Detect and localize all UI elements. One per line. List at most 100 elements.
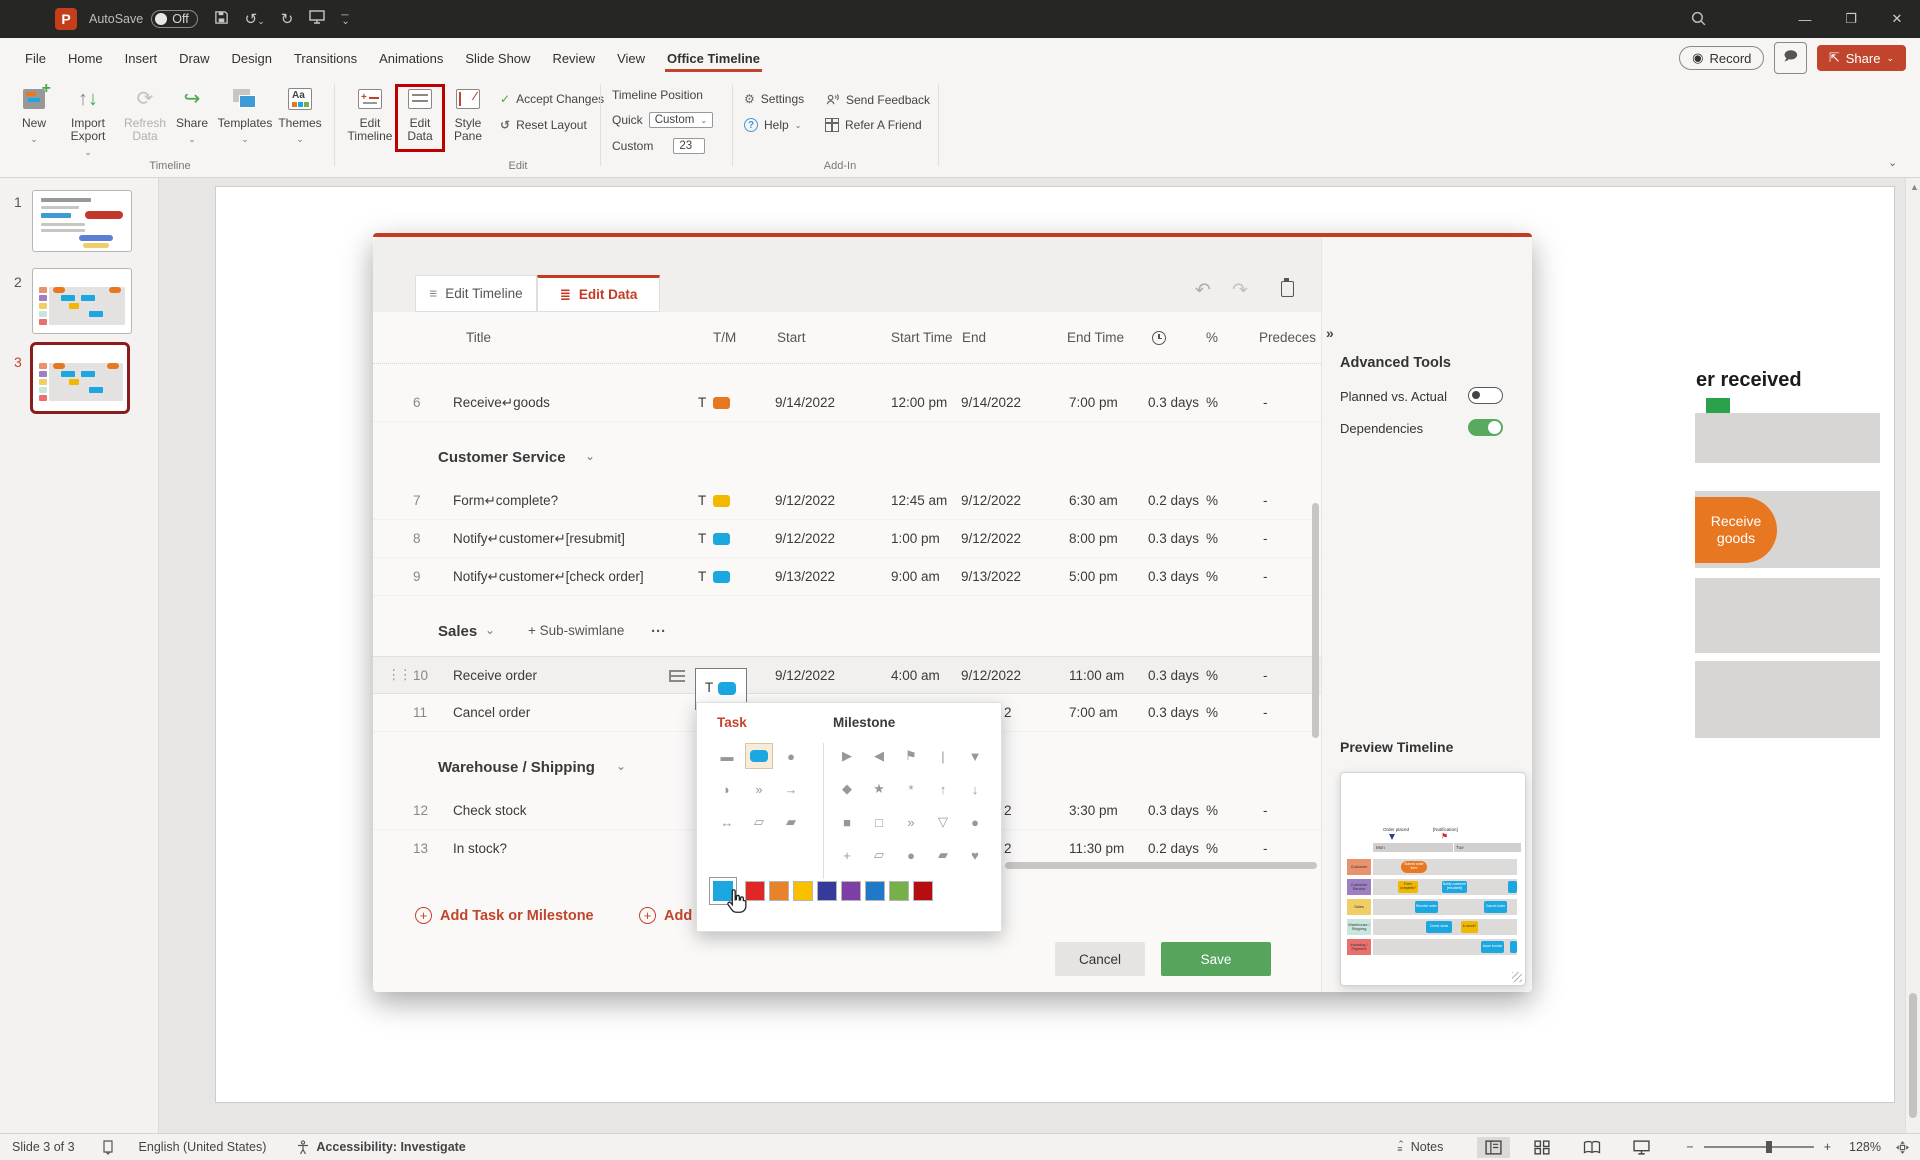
predecessor[interactable]: - — [1263, 531, 1268, 546]
color-swatch-purple[interactable] — [841, 881, 861, 901]
task-shape-rectangle[interactable]: ▬ — [720, 748, 734, 764]
color-swatch-green[interactable] — [889, 881, 909, 901]
task-shape-pentagon[interactable]: ◗ — [723, 781, 731, 797]
quick-dropdown[interactable]: Custom ⌄ — [648, 112, 714, 128]
comments-button[interactable]: 🗩 — [1774, 42, 1807, 74]
color-swatch-dark-red[interactable] — [913, 881, 933, 901]
autosave-toggle[interactable]: Off — [151, 10, 198, 28]
close-button[interactable]: ✕ — [1891, 11, 1903, 26]
search-icon[interactable] — [1690, 10, 1707, 30]
collapse-ribbon-icon[interactable]: ⌄ — [1888, 157, 1898, 169]
custom-input[interactable]: 23 — [673, 138, 706, 154]
maximize-button[interactable]: ❐ — [1845, 11, 1857, 26]
table-row[interactable]: 7 Form↵complete? T 9/12/2022 12:45 am 9/… — [373, 482, 1321, 520]
indent-icon[interactable] — [669, 670, 685, 682]
tab-draw[interactable]: Draw — [179, 50, 210, 66]
col-start-time[interactable]: Start Time — [891, 330, 953, 345]
predecessor[interactable]: - — [1263, 569, 1268, 584]
percent-complete[interactable]: % — [1206, 705, 1219, 720]
dialog-tab-edit-timeline[interactable]: ≡ Edit Timeline — [415, 275, 537, 312]
duration[interactable]: 0.2 days — [1148, 493, 1200, 508]
end-date[interactable]: 9/13/2022 — [961, 569, 1022, 584]
task-shape-double-arrow[interactable]: ↔ — [720, 814, 734, 830]
milestone-shape-chevron[interactable]: » — [907, 814, 915, 830]
milestone-shape-parallelogram[interactable]: ▱ — [874, 847, 884, 862]
percent-complete[interactable]: % — [1206, 569, 1219, 584]
task-shape-rounded-selected[interactable] — [745, 743, 773, 769]
minimize-button[interactable]: — — [1798, 11, 1812, 27]
zoom-in-button[interactable]: + — [1823, 1140, 1832, 1154]
task-type[interactable]: T — [698, 493, 707, 508]
col-title[interactable]: Title — [466, 330, 492, 345]
style-pane-button[interactable]: ∕ Style Pane — [448, 84, 488, 143]
canvas-vertical-scrollbar[interactable]: ▲ — [1905, 178, 1920, 1133]
duration[interactable]: 0.3 days — [1148, 668, 1200, 683]
reset-layout-button[interactable]: ↺ Reset Layout — [500, 118, 587, 132]
table-vertical-scrollbar[interactable] — [1312, 503, 1319, 738]
tab-slide-show[interactable]: Slide Show — [465, 50, 531, 66]
end-date[interactable]: 9/14/2022 — [961, 395, 1022, 410]
redo-icon[interactable]: ↻ — [280, 11, 294, 28]
start-time[interactable]: 1:00 pm — [891, 531, 940, 546]
start-date[interactable]: 9/12/2022 — [775, 668, 836, 683]
accept-changes-button[interactable]: ✓ Accept Changes — [500, 92, 605, 106]
scroll-up-icon[interactable]: ▲ — [1910, 182, 1919, 192]
share-button[interactable]: ⇱ Share ⌄ — [1816, 45, 1906, 71]
milestone-shape-burst[interactable]: * — [908, 781, 914, 797]
tab-insert[interactable]: Insert — [124, 50, 158, 66]
duration[interactable]: 0.3 days — [1148, 395, 1200, 410]
zoom-level[interactable]: 128% — [1849, 1140, 1881, 1154]
task-title[interactable]: Receive order — [453, 668, 538, 683]
accessibility-status[interactable]: Accessibility: Investigate — [316, 1140, 466, 1154]
milestone-shape-flag[interactable]: ⚑ — [905, 748, 917, 763]
col-predecessor[interactable]: Predeces — [1259, 330, 1317, 345]
col-percent[interactable]: % — [1206, 330, 1219, 345]
chevron-down-icon[interactable]: ⌄ — [616, 759, 627, 773]
start-date[interactable]: 9/13/2022 — [775, 569, 836, 584]
color-swatch-orange[interactable] — [769, 881, 789, 901]
milestone-shape-parallelogram-filled[interactable]: ▰ — [938, 847, 948, 862]
receive-goods-task-shape[interactable]: Receive goods — [1695, 497, 1777, 563]
percent-complete[interactable]: % — [1206, 841, 1219, 856]
end-time[interactable]: 7:00 am — [1069, 705, 1118, 720]
end-time[interactable]: 7:00 pm — [1069, 395, 1118, 410]
percent-complete[interactable]: % — [1206, 395, 1219, 410]
start-time[interactable]: 4:00 am — [891, 668, 940, 683]
zoom-slider[interactable] — [1703, 1141, 1814, 1153]
milestone-shape-arrow-down[interactable]: ↓ — [971, 781, 979, 797]
tab-review[interactable]: Review — [552, 50, 596, 66]
themes-button[interactable]: Aa Themes ⌄ — [276, 84, 324, 146]
predecessor[interactable]: - — [1263, 705, 1268, 720]
add-sub-swimlane-button[interactable]: + Sub-swimlane — [528, 623, 625, 638]
start-date[interactable]: 9/14/2022 — [775, 395, 836, 410]
color-swatch-cyan[interactable] — [713, 881, 733, 901]
language-indicator[interactable]: English (United States) — [138, 1140, 267, 1154]
preview-timeline-panel[interactable]: Order placed [Notification] ⚑ Mon Tue Cu… — [1340, 772, 1526, 986]
end-time[interactable]: 11:30 pm — [1069, 841, 1125, 856]
add-task-button[interactable]: + Add Task or Milestone — [415, 907, 594, 924]
duration[interactable]: 0.2 days — [1148, 841, 1200, 856]
notes-button[interactable]: ⌃ ≡ Notes — [1389, 1137, 1451, 1157]
percent-complete[interactable]: % — [1206, 493, 1219, 508]
color-swatch-red[interactable] — [745, 881, 765, 901]
milestone-shape-square[interactable]: ■ — [843, 814, 851, 830]
end-date-fragment[interactable]: 2 — [1004, 803, 1012, 818]
percent-complete[interactable]: % — [1206, 668, 1219, 683]
milestone-shape-arrow-up[interactable]: ↑ — [939, 781, 947, 797]
zoom-slider-thumb[interactable] — [1765, 1141, 1772, 1153]
send-feedback-button[interactable]: Send Feedback — [825, 92, 930, 107]
record-button[interactable]: ◉ Record — [1679, 46, 1765, 70]
table-row[interactable]: 8 Notify↵customer↵[resubmit] T 9/12/2022… — [373, 520, 1321, 558]
task-type[interactable]: T — [698, 395, 707, 410]
end-date[interactable]: 9/12/2022 — [961, 531, 1022, 546]
settings-button[interactable]: ⚙ Settings — [744, 92, 805, 106]
tab-view[interactable]: View — [617, 50, 646, 66]
milestone-shape-heart[interactable]: ♥ — [971, 847, 979, 863]
dialog-redo-icon[interactable]: ↷ — [1232, 280, 1248, 301]
milestone-shape-triangle-right[interactable]: ▶ — [842, 748, 852, 763]
fit-slide-icon[interactable] — [1895, 1140, 1910, 1155]
scroll-thumb[interactable] — [1909, 993, 1917, 1118]
predecessor[interactable]: - — [1263, 493, 1268, 508]
task-shape-chevron[interactable]: » — [755, 781, 763, 797]
edit-data-button[interactable]: Edit Data — [400, 84, 440, 143]
